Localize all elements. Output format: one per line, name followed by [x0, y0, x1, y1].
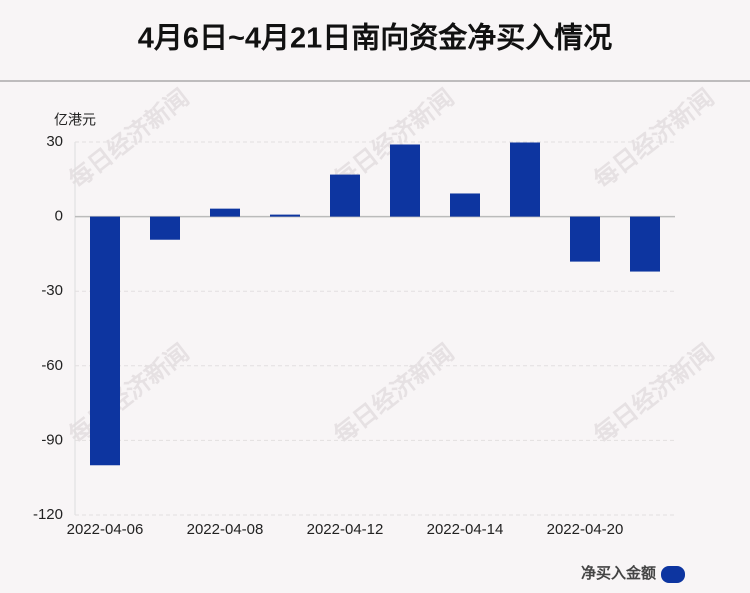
x-tick-label: 2022-04-20 [547, 521, 624, 538]
x-tick-label: 2022-04-08 [187, 521, 264, 538]
legend-swatch [661, 566, 685, 583]
bar [630, 216, 660, 272]
chart-title: 4月6日~4月21日南向资金净买入情况 [138, 21, 613, 55]
y-tick-label: 0 [55, 208, 63, 225]
bar [390, 144, 420, 217]
bar [510, 142, 540, 217]
y-tick-label: -30 [41, 282, 63, 299]
bar [210, 208, 240, 217]
bar [270, 214, 300, 217]
x-tick-label: 2022-04-06 [67, 521, 144, 538]
y-axis-label: 亿港元 [54, 112, 96, 128]
bar [570, 216, 600, 262]
x-tick-label: 2022-04-12 [307, 521, 384, 538]
bar [150, 216, 180, 240]
legend-label: 净买入金额 [581, 564, 656, 582]
y-tick-label: 30 [46, 133, 63, 150]
y-tick-label: -120 [33, 506, 63, 523]
x-tick-label: 2022-04-14 [427, 521, 504, 538]
bar [450, 193, 480, 217]
bar [330, 174, 360, 217]
y-tick-label: -90 [41, 431, 63, 448]
bar [90, 216, 120, 466]
y-tick-label: -60 [41, 357, 63, 374]
